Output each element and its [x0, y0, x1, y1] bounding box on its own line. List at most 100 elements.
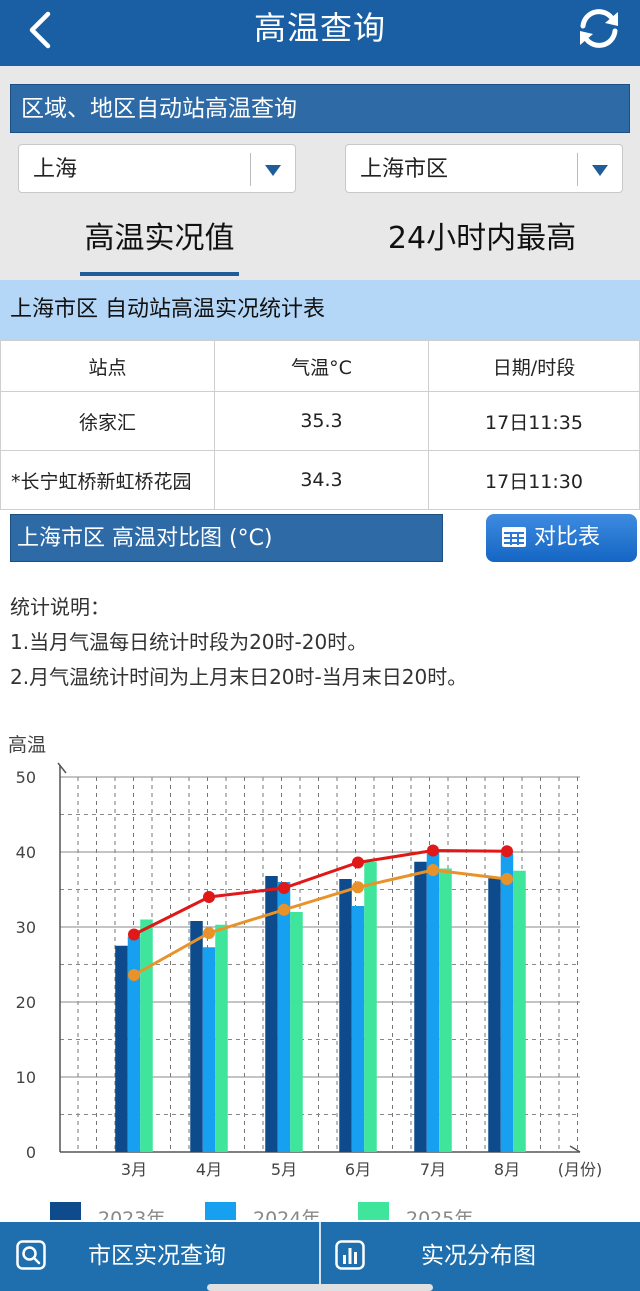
bar-2023年 [190, 921, 203, 1152]
legend-swatch [50, 1202, 81, 1220]
compare-button-label: 对比表 [534, 525, 601, 550]
bar-2024年 [351, 906, 365, 1152]
bar-2025年 [513, 870, 526, 1152]
x-tick-label: 6月 [345, 1160, 371, 1179]
column-header: 日期/时段 [428, 340, 640, 392]
tab-realtime-high[interactable]: 高温实况值 [80, 210, 239, 276]
legend-label: 2024年 [253, 1208, 320, 1220]
date-time-value: 17日11:35 [428, 391, 640, 451]
district-select[interactable]: 上海市区 [345, 144, 623, 193]
station-name: 徐家汇 [0, 391, 215, 451]
line-point-red [278, 882, 290, 894]
bar-2024年 [500, 853, 514, 1152]
query-section-title: 区域、地区自动站高温查询 [10, 84, 630, 133]
line-point-orange [352, 881, 364, 894]
nav-distribution-map[interactable]: 实况分布图 [321, 1222, 640, 1291]
table-icon [502, 527, 526, 547]
y-tick-label: 20 [16, 993, 36, 1012]
bar-2023年 [339, 879, 352, 1152]
dropdown-arrow-icon [265, 165, 281, 176]
bar-2025年 [364, 861, 377, 1152]
x-tick-label: 5月 [271, 1160, 297, 1179]
bar-2023年 [265, 876, 278, 1152]
y-tick-label: 40 [16, 843, 36, 862]
notes-heading: 统计说明： [10, 595, 110, 619]
nav-divider [319, 1222, 321, 1291]
column-header: 站点 [0, 340, 215, 392]
line-point-orange [203, 927, 215, 939]
bar-2024年 [426, 852, 440, 1152]
y-tick-label: 0 [26, 1143, 36, 1162]
line-point-red [203, 891, 215, 903]
temperature-value: 35.3 [214, 391, 429, 451]
select-divider [250, 153, 251, 186]
nav-urban-query[interactable]: 市区实况查询 [0, 1222, 319, 1291]
y-axis-arrow [57, 762, 67, 774]
line-point-red [352, 856, 364, 869]
x-tick-label: 7月 [420, 1160, 446, 1179]
line-point-red [427, 844, 439, 857]
bar-chart-icon [335, 1240, 365, 1270]
page-title: 高温查询 [253, 9, 386, 47]
chart-section-title: 上海市区 高温对比图 (°C) [10, 514, 443, 562]
line-point-orange [427, 864, 439, 876]
nav-label: 市区实况查询 [88, 1243, 226, 1269]
legend-swatch [205, 1202, 236, 1220]
x-tick-label: 8月 [494, 1160, 520, 1179]
region-select[interactable]: 上海 [18, 144, 296, 193]
line-point-orange [278, 903, 290, 916]
statistics-notes: 统计说明： 1.当月气温每日统计时段为20时-20时。 2.月气温统计时间为上月… [10, 590, 467, 695]
stats-table: 站点 气温°C 日期/时段 徐家汇 35.3 17日11:35 *长宁虹桥新虹桥… [0, 340, 640, 510]
select-divider [577, 153, 578, 186]
app-header: 高温查询 [0, 0, 640, 66]
bar-2023年 [488, 878, 501, 1152]
bar-2025年 [140, 919, 153, 1152]
legend-swatch [358, 1202, 389, 1220]
notes-line: 2.月气温统计时间为上月末日20时-当月末日20时。 [10, 665, 468, 689]
bar-2024年 [277, 882, 291, 1152]
x-tick-label: 3月 [121, 1160, 147, 1179]
legend-label: 2025年 [406, 1208, 473, 1220]
bar-2024年 [127, 936, 141, 1152]
search-icon [16, 1240, 46, 1270]
stats-table-title: 上海市区 自动站高温实况统计表 [0, 280, 640, 340]
high-temp-comparison-chart: 高温 0 10 20 30 40 50 3月 4月 5月 6月 7月 8月 (月份) 2023年 2024年 2… [8, 734, 603, 1220]
line-point-orange [501, 873, 513, 885]
dropdown-arrow-icon [592, 165, 608, 176]
bar-2023年 [414, 861, 427, 1152]
x-axis-arrow [569, 1145, 581, 1153]
bottom-nav: 市区实况查询 实况分布图 [0, 1222, 640, 1291]
x-tick-label: 4月 [196, 1160, 222, 1179]
compare-table-button[interactable]: 对比表 [486, 514, 637, 562]
y-tick-label: 30 [16, 918, 36, 937]
x-axis-unit: (月份) [558, 1160, 603, 1179]
y-tick-label: 10 [16, 1068, 36, 1087]
temperature-value: 34.3 [214, 450, 429, 510]
chevron-left-icon[interactable] [22, 8, 62, 52]
tab-24h-max[interactable]: 24小时内最高 [387, 221, 577, 256]
line-series-orange [133, 868, 508, 977]
home-indicator [207, 1284, 433, 1291]
y-axis-label: 高温 [8, 734, 46, 756]
bar-2024年 [202, 947, 216, 1152]
date-time-value: 17日11:30 [428, 450, 640, 510]
refresh-icon[interactable] [574, 4, 624, 52]
bar-2025年 [290, 912, 303, 1152]
bar-2023年 [115, 945, 128, 1152]
line-point-red [501, 845, 513, 858]
line-point-orange [128, 969, 140, 981]
nav-label: 实况分布图 [421, 1243, 536, 1269]
table-row[interactable]: *长宁虹桥新虹桥花园 34.3 17日11:30 [0, 450, 640, 510]
table-header-row: 站点 气温°C 日期/时段 [0, 340, 640, 392]
region-select-value: 上海 [33, 157, 78, 182]
table-row[interactable]: 徐家汇 35.3 17日11:35 [0, 391, 640, 451]
y-tick-label: 50 [16, 768, 36, 787]
column-header: 气温°C [214, 340, 429, 392]
line-series-red [133, 848, 508, 936]
legend-label: 2023年 [98, 1208, 165, 1220]
line-point-red [128, 928, 140, 941]
bar-2025年 [439, 868, 452, 1152]
station-name: *长宁虹桥新虹桥花园 [0, 450, 215, 510]
bar-2025年 [215, 924, 228, 1152]
district-select-value: 上海市区 [360, 157, 449, 182]
